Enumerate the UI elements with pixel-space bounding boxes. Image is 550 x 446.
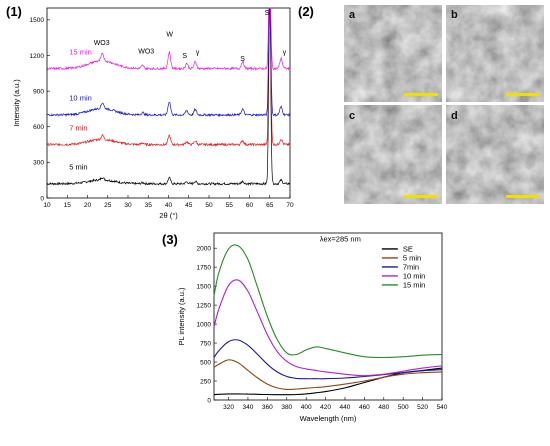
xrd-series-line <box>46 7 291 118</box>
xrd-peak-annotation: S <box>265 10 270 17</box>
xrd-x-tick-label: 65 <box>266 202 274 209</box>
xrd-series-label: 7 min <box>69 123 87 132</box>
xrd-peak-annotation: γ <box>283 49 287 56</box>
pl-y-tick-label: 1500 <box>197 283 212 290</box>
xrd-series-label: 5 min <box>69 163 87 172</box>
pl-x-tick-label: 520 <box>417 404 428 411</box>
pl-legend-label: 15 min <box>403 280 426 289</box>
scale-bar-a <box>404 93 438 96</box>
xrd-x-tick-label: 50 <box>205 202 213 209</box>
xrd-y-axis-title: Intensity (a.u.) <box>12 79 21 127</box>
xrd-peak-annotation: WO3 <box>138 49 154 56</box>
pl-x-tick-label: 480 <box>378 404 389 411</box>
pl-y-tick-label: 1000 <box>197 321 212 328</box>
xrd-x-tick-label: 35 <box>145 202 153 209</box>
pl-legend-label: 5 min <box>403 253 421 262</box>
xrd-x-axis-title: 2θ (°) <box>159 211 178 220</box>
xrd-y-tick-label: 0 <box>40 195 44 202</box>
xrd-x-tick-label: 60 <box>246 202 254 209</box>
xrd-series-line <box>46 7 291 186</box>
pl-x-tick-label: 420 <box>320 404 331 411</box>
pl-x-tick-label: 540 <box>437 404 448 411</box>
panel-label-3: (3) <box>162 232 178 247</box>
pl-x-tick-label: 500 <box>398 404 409 411</box>
xrd-x-tick-label: 55 <box>226 202 234 209</box>
pl-x-tick-label: 400 <box>301 404 312 411</box>
pl-y-tick-label: 500 <box>200 359 211 366</box>
sem-label-b: b <box>451 9 458 21</box>
xrd-series-line <box>46 7 291 71</box>
scale-bar-d <box>506 195 540 198</box>
scale-bar-b <box>506 93 540 96</box>
xrd-x-tick-label: 25 <box>104 202 112 209</box>
pl-series-line <box>213 339 443 380</box>
pl-series-line <box>213 279 443 377</box>
sem-image-b: b <box>446 5 544 102</box>
sem-label-c: c <box>349 110 355 122</box>
xrd-x-tick-label: 20 <box>84 202 92 209</box>
pl-series-line <box>213 244 443 359</box>
pl-x-tick-label: 320 <box>223 404 234 411</box>
sem-image-grid: a b c d <box>344 5 544 204</box>
pl-x-tick-label: 360 <box>262 404 273 411</box>
xrd-peak-annotation: S <box>240 56 245 63</box>
xrd-peak-annotation: W <box>166 32 173 39</box>
sem-label-d: d <box>451 110 458 122</box>
pl-legend-label: 10 min <box>403 271 426 280</box>
xrd-x-tick-label: 15 <box>64 202 72 209</box>
pl-y-axis-title: PL intensity (a.u.) <box>177 287 186 346</box>
pl-x-tick-label: 380 <box>281 404 292 411</box>
sem-image-c: c <box>344 105 442 204</box>
pl-plot-frame <box>213 232 443 401</box>
xrd-series-line <box>46 7 291 147</box>
panel-label-2: (2) <box>298 4 314 19</box>
xrd-y-tick-label: 300 <box>33 160 44 167</box>
xrd-x-tick-label: 70 <box>286 202 294 209</box>
pl-y-tick-label: 1750 <box>197 264 212 271</box>
xrd-peak-annotation: WO3 <box>94 40 110 47</box>
pl-excitation-label: λex=285 nm <box>320 234 361 243</box>
xrd-y-tick-label: 900 <box>33 88 44 95</box>
xrd-y-tick-label: 1200 <box>30 53 45 60</box>
xrd-chart: 10 15 20 25 30 35 40 45 50 55 60 65 70 0 300 600 900 1200… <box>12 7 294 220</box>
sem-image-a: a <box>344 5 442 102</box>
pl-legend-label: 7min <box>403 262 419 271</box>
xrd-peak-annotation: S <box>182 53 187 60</box>
xrd-x-tick-label: 45 <box>185 202 193 209</box>
panel-label-1: (1) <box>6 4 22 19</box>
pl-series-line <box>213 359 443 390</box>
pl-x-axis-title: Wavelength (nm) <box>300 414 357 423</box>
pl-y-tick-label: 750 <box>200 340 211 347</box>
xrd-series-label: 10 min <box>69 94 92 103</box>
xrd-x-tick-label: 10 <box>43 202 51 209</box>
pl-y-tick-label: 1250 <box>197 302 212 309</box>
pl-y-tick-label: 250 <box>200 378 211 385</box>
xrd-series-label: 15 min <box>69 47 92 56</box>
pl-chart: 320 340 360 380 400 420 440 460 480 500 520 540 0 250… <box>177 232 448 423</box>
pl-x-tick-label: 440 <box>340 404 351 411</box>
pl-legend-label: SE <box>403 244 413 253</box>
pl-y-tick-label: 0 <box>207 397 211 404</box>
pl-x-tick-label: 460 <box>359 404 370 411</box>
sem-image-d: d <box>446 105 544 204</box>
xrd-peak-annotation: γ <box>196 49 200 56</box>
pl-x-tick-label: 340 <box>243 404 254 411</box>
scale-bar-c <box>404 195 438 198</box>
xrd-x-tick-label: 30 <box>124 202 132 209</box>
xrd-y-tick-label: 600 <box>33 124 44 131</box>
xrd-x-tick-label: 40 <box>165 202 173 209</box>
sem-label-a: a <box>349 9 356 21</box>
xrd-y-tick-label: 1500 <box>30 17 45 24</box>
pl-y-tick-label: 2000 <box>197 245 212 252</box>
